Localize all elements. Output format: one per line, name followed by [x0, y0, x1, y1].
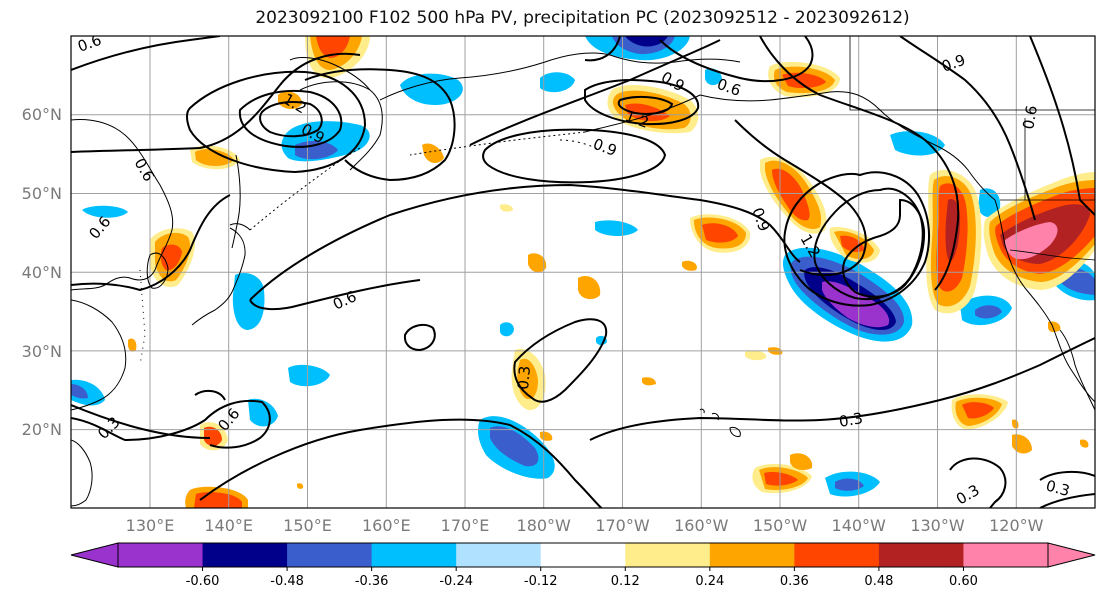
colorbar-cell [287, 543, 373, 567]
lon-label: 170°W [595, 516, 650, 535]
colorbar-tick-label: 0.24 [695, 574, 724, 589]
colorbar-tick-label: -0.60 [186, 574, 220, 589]
contour-label: 0.3 [514, 365, 534, 390]
lat-label: 40°N [22, 263, 62, 282]
contour-label: 0.3 [1044, 476, 1072, 500]
lon-label: 160°W [674, 516, 729, 535]
colorbar-extend-min [70, 542, 119, 568]
lat-label: 20°N [22, 420, 62, 439]
colorbar-cell [963, 543, 1049, 567]
colorbar-tick-label: -0.12 [524, 574, 558, 589]
colorbar-ticks: -0.60 -0.48 -0.36 -0.24 -0.12 0.12 0.24 0.36 0.4… [186, 567, 978, 589]
lon-label: 130°W [910, 516, 965, 535]
colorbar-tick-label: -0.48 [270, 574, 304, 589]
colorbar-cell [878, 543, 964, 567]
colorbar-cell [118, 543, 204, 567]
colorbar-tick-label: 0.12 [611, 574, 640, 589]
map-frame [70, 35, 1096, 509]
lat-label: 50°N [22, 184, 62, 203]
lon-label: 160°E [362, 516, 411, 535]
lon-label: 140°E [204, 516, 253, 535]
lon-label: 120°W [989, 516, 1044, 535]
colorbar-tick-label: -0.24 [439, 574, 473, 589]
colorbar-cell [540, 543, 626, 567]
map-title: 2023092100 F102 500 hPa PV, precipitatio… [255, 8, 910, 28]
colorbar-tick-label: 0.48 [864, 574, 893, 589]
lon-label: 180°W [517, 516, 572, 535]
lat-label: 30°N [22, 342, 62, 361]
precip-negative-shading [71, 36, 1095, 497]
colorbar-extend-max [1047, 542, 1096, 568]
colorbar-cells [118, 543, 1049, 567]
lon-label: 150°E [283, 516, 332, 535]
colorbar-tick-label: 0.36 [780, 574, 809, 589]
colorbar-cell [709, 543, 795, 567]
lat-label: 60°N [22, 105, 62, 124]
colorbar-tick-label: -0.36 [355, 574, 389, 589]
colorbar-cell [202, 543, 288, 567]
longitude-labels: 130°E 140°E 150°E 160°E 170°E 180°W 170°… [126, 516, 1044, 535]
contour-label: 0.3 [838, 409, 865, 431]
colorbar: -0.60 -0.48 -0.36 -0.24 -0.12 0.12 0.24 0.36 0.4… [70, 542, 1096, 589]
colorbar-cell [456, 543, 542, 567]
latitude-labels: 60°N 50°N 40°N 30°N 20°N [22, 105, 62, 439]
colorbar-cell [371, 543, 457, 567]
lon-label: 170°E [441, 516, 490, 535]
lon-label: 130°E [126, 516, 175, 535]
coastlines [71, 36, 1095, 507]
map-graticule [71, 36, 1095, 508]
lon-label: 140°W [832, 516, 887, 535]
contour-label: 0.6 [1019, 104, 1041, 131]
colorbar-frame [117, 542, 1049, 568]
lon-label: 150°W [753, 516, 808, 535]
pv-contours [71, 36, 1095, 508]
colorbar-tick-label: 0.60 [949, 574, 978, 589]
colorbar-cell [794, 543, 880, 567]
colorbar-cell [625, 543, 711, 567]
precip-positive-shading [128, 36, 1095, 508]
